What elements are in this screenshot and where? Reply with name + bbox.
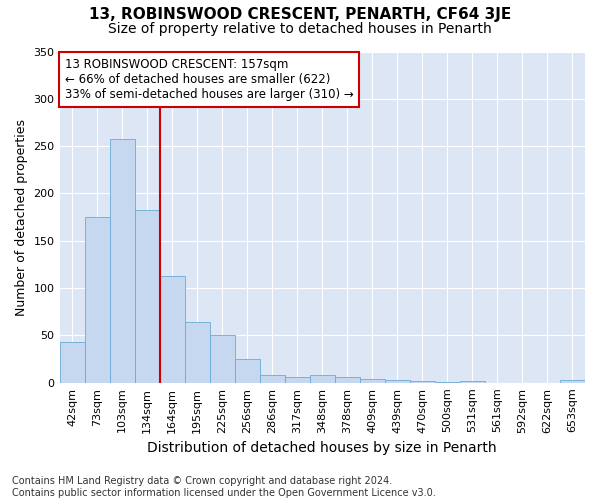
Bar <box>285 377 310 383</box>
Bar <box>560 380 585 383</box>
Bar <box>160 276 185 383</box>
Y-axis label: Number of detached properties: Number of detached properties <box>15 118 28 316</box>
Bar <box>460 381 485 383</box>
Bar <box>134 210 160 383</box>
Bar <box>385 380 410 383</box>
Bar <box>410 381 435 383</box>
Text: Contains HM Land Registry data © Crown copyright and database right 2024.
Contai: Contains HM Land Registry data © Crown c… <box>12 476 436 498</box>
Text: Size of property relative to detached houses in Penarth: Size of property relative to detached ho… <box>108 22 492 36</box>
Bar <box>335 377 360 383</box>
Bar <box>435 382 460 383</box>
Bar <box>235 359 260 383</box>
Text: 13, ROBINSWOOD CRESCENT, PENARTH, CF64 3JE: 13, ROBINSWOOD CRESCENT, PENARTH, CF64 3… <box>89 8 511 22</box>
Text: 13 ROBINSWOOD CRESCENT: 157sqm
← 66% of detached houses are smaller (622)
33% of: 13 ROBINSWOOD CRESCENT: 157sqm ← 66% of … <box>65 58 353 101</box>
Bar <box>110 138 134 383</box>
Bar <box>260 375 285 383</box>
Bar <box>185 322 209 383</box>
Bar <box>310 375 335 383</box>
Bar <box>209 336 235 383</box>
Bar <box>85 217 110 383</box>
Bar <box>59 342 85 383</box>
X-axis label: Distribution of detached houses by size in Penarth: Distribution of detached houses by size … <box>148 441 497 455</box>
Bar <box>360 379 385 383</box>
